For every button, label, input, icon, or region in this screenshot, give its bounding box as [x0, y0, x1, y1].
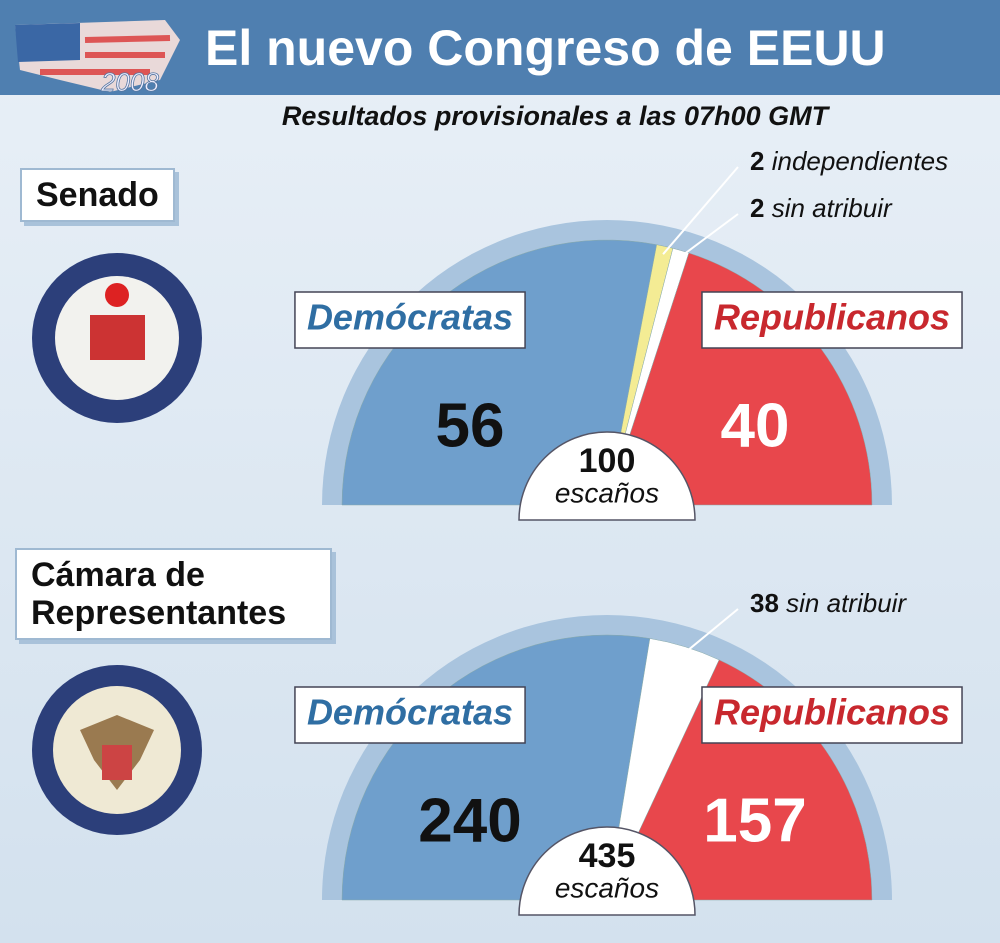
total-unit: escaños: [555, 872, 659, 903]
callout-space: [779, 588, 786, 618]
seat-count: 40: [721, 391, 790, 460]
title: El nuevo Congreso de EEUU: [205, 20, 886, 76]
seat-count: 240: [418, 786, 521, 855]
callout-line: [682, 608, 739, 656]
party-label: Demócratas: [294, 291, 526, 349]
total-seats: 100: [579, 442, 636, 480]
seat-count: 157: [703, 786, 806, 855]
callout-value: 38: [750, 588, 779, 618]
seat-count: 56: [436, 391, 505, 460]
total-seats: 435: [579, 837, 636, 875]
callout-space: [764, 193, 771, 223]
callout-value: 2: [750, 146, 764, 176]
seat-slice: [606, 659, 873, 901]
senate-seal: [32, 253, 202, 423]
party-name: Republicanos: [714, 297, 950, 338]
callout-label: 2 sin atribuir: [750, 193, 893, 223]
callout-label: 38 sin atribuir: [750, 588, 907, 618]
house-seal: [32, 665, 202, 835]
callout-line: [662, 166, 739, 255]
total-unit: escaños: [555, 477, 659, 508]
seat-slice: [606, 252, 873, 506]
label-box: [294, 686, 526, 744]
callout-label: 2 independientes: [750, 146, 948, 176]
section-title: Cámara de Representantes: [15, 548, 332, 640]
party-label: Republicanos: [701, 686, 963, 744]
subtitle: Resultados provisionales a las 07h00 GMT: [282, 101, 831, 131]
callout-name: independientes: [772, 146, 948, 176]
label-box: [294, 291, 526, 349]
callout-value: 2: [750, 193, 764, 223]
total-badge: [518, 431, 696, 521]
logo-year: 2008: [100, 67, 159, 97]
party-name: Republicanos: [714, 692, 950, 733]
callout-name: sin atribuir: [786, 588, 907, 618]
label-box: [701, 291, 963, 349]
party-name: Demócratas: [307, 692, 513, 733]
logo: [15, 20, 180, 92]
label-box: [701, 686, 963, 744]
callout-line: [678, 213, 739, 260]
total-badge: [518, 826, 696, 916]
party-label: Demócratas: [294, 686, 526, 744]
party-label: Republicanos: [701, 291, 963, 349]
party-name: Demócratas: [307, 297, 513, 338]
callout-name: sin atribuir: [772, 193, 893, 223]
callout-space: [764, 146, 771, 176]
section-title: Senado: [20, 168, 175, 222]
